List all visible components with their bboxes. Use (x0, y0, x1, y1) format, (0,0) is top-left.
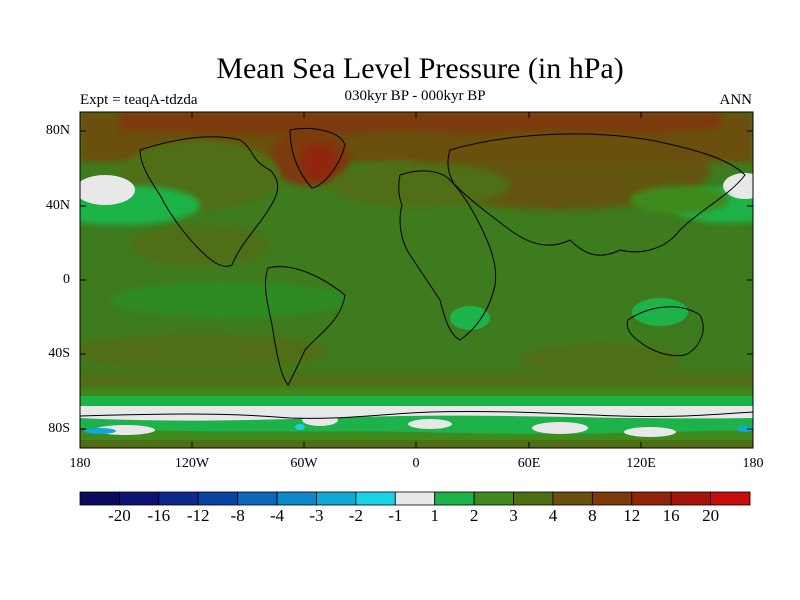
colorbar-label: -4 (269, 506, 285, 525)
plot-title: Mean Sea Level Pressure (in hPa) (216, 52, 624, 85)
lat-tick-label: 80S (48, 421, 70, 436)
lon-tick-label: 0 (412, 456, 420, 471)
colorbar-label: 2 (469, 506, 479, 525)
colorbar-box (631, 491, 672, 506)
colorbar-label: -12 (186, 506, 210, 525)
colorbar-box (513, 491, 554, 506)
colorbar-label: -16 (147, 506, 171, 525)
experiment-label: Expt = teaqA-tdzda (80, 92, 198, 108)
colorbar-label: -8 (230, 506, 245, 525)
colorbar (79, 491, 751, 506)
colorbar-box (710, 491, 751, 506)
colorbar-label: -2 (348, 506, 363, 525)
colorbar-box (276, 491, 317, 506)
colorbar-box (119, 491, 160, 506)
pressure-field (80, 112, 753, 448)
coastlines (80, 128, 753, 419)
colorbar-label: 16 (662, 506, 680, 525)
lon-tick-label: 180 (742, 456, 764, 471)
colorbar-box (237, 491, 278, 506)
colorbar-box (158, 491, 199, 506)
colorbar-box (591, 491, 633, 506)
colorbar-box (394, 491, 436, 506)
colorbar-label: -3 (309, 506, 324, 525)
lat-tick-label: 40S (48, 346, 70, 361)
colorbar-box (355, 491, 396, 506)
colorbar-label: 3 (509, 506, 518, 525)
colorbar-box (316, 491, 357, 506)
colorbar-label: 12 (623, 506, 641, 525)
lon-tick-label: 180 (69, 456, 91, 471)
axis-ticks (79, 112, 754, 448)
colorbar-box (197, 491, 239, 506)
colorbar-box (473, 491, 514, 506)
lon-tick-label: 60W (290, 456, 318, 471)
season-label: ANN (719, 92, 753, 108)
colorbar-label: -20 (108, 506, 131, 525)
lon-tick-label: 120E (626, 456, 656, 471)
colorbar-box (434, 491, 475, 506)
colorbar-label: 4 (548, 506, 558, 525)
colorbar-box (79, 491, 120, 506)
lat-tick-label: 80N (45, 123, 70, 138)
lon-tick-label: 60E (517, 456, 541, 471)
lat-tick-label: 40N (45, 198, 70, 213)
time-range-label: 030kyr BP - 000kyr BP (344, 88, 486, 104)
colorbar-label: 1 (430, 506, 439, 525)
colorbar-box (552, 491, 593, 506)
lon-tick-label: 120W (174, 456, 210, 471)
colorbar-label: 8 (588, 506, 597, 525)
colorbar-box (670, 491, 711, 506)
colorbar-label: -1 (388, 506, 403, 525)
lat-tick-label: 0 (63, 272, 70, 287)
colorbar-label: 20 (702, 506, 720, 525)
